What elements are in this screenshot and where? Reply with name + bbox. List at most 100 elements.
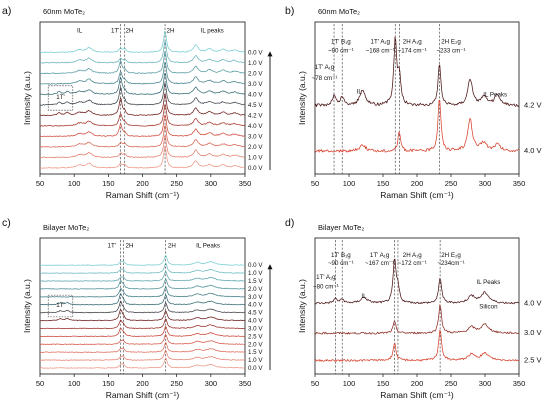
y-axis-label: Intensity (a.u.) [22, 71, 32, 125]
spectrum-line [315, 329, 519, 362]
x-tick-label: 250 [170, 379, 183, 388]
x-axis-label: Raman Shift (cm⁻¹) [380, 190, 454, 200]
spectrum-line [40, 104, 245, 127]
x-tick-label: 150 [377, 179, 390, 188]
voltage-label: 1.5 V [248, 278, 263, 285]
peak-annotation: 2H E₂g [441, 38, 461, 45]
plot-frame [39, 237, 246, 375]
x-tick-label: 100 [68, 379, 81, 388]
voltage-label: 2.0 V [248, 341, 263, 348]
panel-b: b) 60nm MoTe₂ 50 100 150 200 250 300 350 Raman Sh… [285, 5, 542, 200]
voltage-label: 2.0 V [248, 144, 263, 151]
voltage-label: 2.0 V [248, 286, 263, 293]
peak-annotation: 2H [168, 243, 176, 250]
peak-annotation: 2H [126, 28, 134, 35]
peak-annotation: ~234cm⁻¹ [437, 260, 465, 267]
x-tick-label: 350 [239, 179, 252, 188]
peak-annotation: IL Peaks [483, 91, 507, 98]
voltage-label: 4.0 V [248, 318, 263, 325]
highlight-box [47, 85, 74, 111]
spectrum-line [40, 62, 245, 85]
spectrum-line [40, 286, 245, 298]
peak-annotation: 2H [167, 28, 175, 35]
sample-title: 60nm MoTe₂ [318, 7, 360, 16]
peak-annotation: 1T' B₁g [331, 252, 351, 259]
box-label: 1T' [56, 302, 64, 309]
y-axis-label: Intensity (a.u.) [297, 71, 307, 125]
spectrum-line [40, 334, 245, 345]
x-tick-label: 150 [377, 379, 390, 388]
spectrum-line [40, 357, 245, 369]
x-axis-label: Raman Shift (cm⁻¹) [106, 190, 180, 200]
x-tick-label: 200 [136, 179, 149, 188]
spectrum-line [40, 342, 245, 353]
x-tick-label: 50 [36, 379, 44, 388]
voltage-label: 3.0 V [248, 294, 263, 301]
sample-title: 60nm MoTe₂ [43, 7, 85, 16]
x-tick-label: 350 [513, 379, 526, 388]
spectrum-line [315, 258, 519, 305]
peak-annotation: IL [357, 88, 363, 95]
x-axis-label: Raman Shift (cm⁻¹) [380, 390, 454, 400]
peak-annotation: 1T' A₁g [315, 64, 335, 71]
peak-annotation: 2H [126, 243, 134, 250]
peak-annotation: 2H A₁g [403, 38, 423, 45]
x-axis-label: Raman Shift (cm⁻¹) [106, 390, 180, 400]
voltage-label: 1.0 V [248, 357, 263, 364]
peak-annotation: ~90 cm⁻¹ [328, 47, 354, 54]
spectrum-line [40, 326, 245, 338]
x-tick-label: 250 [445, 179, 458, 188]
peak-annotation: IL peaks [201, 28, 224, 35]
panel-c: c) Bilayer MoTe₂ 50 100 150 200 250 300 350 Raman… [2, 217, 273, 400]
spectrum-line [40, 270, 245, 282]
y-axis-label: Intensity (a.u.) [22, 279, 32, 333]
spectrum-line [40, 318, 245, 330]
voltage-label: 1.5 V [248, 349, 263, 356]
plot-frame [39, 21, 246, 175]
spectrum-line [40, 51, 245, 75]
spectrum-line [40, 263, 245, 274]
x-tick-label: 100 [343, 379, 356, 388]
spectrum-line [40, 115, 245, 137]
peak-annotation: Silicon [479, 304, 498, 311]
sample-title: Bilayer MoTe₂ [43, 223, 89, 232]
arrow-head [267, 51, 273, 57]
spectra [40, 255, 245, 369]
voltage-label: 4.5 V [248, 102, 263, 109]
voltage-label: 4.0 V [248, 123, 263, 130]
spectrum-line [40, 135, 245, 159]
x-tick-label: 100 [68, 179, 81, 188]
spectra [315, 258, 519, 362]
voltage-label: 0.0 V [248, 262, 263, 269]
voltage-label: 0.0 V [248, 165, 263, 172]
voltage-label: 4.0 V [524, 298, 542, 307]
peak-annotation: 2H A₁g [403, 252, 423, 259]
voltage-label: 1.0 V [248, 154, 263, 161]
panel-letter: b) [285, 5, 294, 17]
peak-annotation: ~233 cm⁻¹ [436, 47, 465, 54]
arrow-head [267, 264, 273, 270]
peak-annotation: 1T' [108, 243, 116, 250]
spectrum-line [40, 301, 245, 314]
x-tick-label: 300 [205, 379, 218, 388]
x-tick-label: 200 [136, 379, 149, 388]
peak-annotation: ~167 cm⁻¹ [365, 260, 394, 267]
voltage-label: 4.2 V [524, 101, 542, 110]
voltage-label: 1.0 V [248, 60, 263, 67]
x-tick-label: 200 [411, 379, 424, 388]
panel-letter: a) [2, 5, 11, 17]
peak-annotation: 2H E₂g [441, 252, 461, 259]
spectrum-line [315, 99, 519, 153]
voltage-label: 2.5 V [248, 333, 263, 340]
spectrum-line [40, 278, 245, 290]
sample-title: Bilayer MoTe₂ [318, 223, 364, 232]
x-tick-label: 100 [343, 179, 356, 188]
voltage-label: 0.0 V [248, 365, 263, 372]
x-tick-label: 250 [445, 379, 458, 388]
spectrum-line [40, 73, 245, 96]
voltage-label: 3.0 V [524, 328, 542, 337]
x-tick-label: 300 [479, 379, 492, 388]
peak-annotation: IL Peaks [196, 243, 220, 250]
x-tick-label: 300 [205, 179, 218, 188]
